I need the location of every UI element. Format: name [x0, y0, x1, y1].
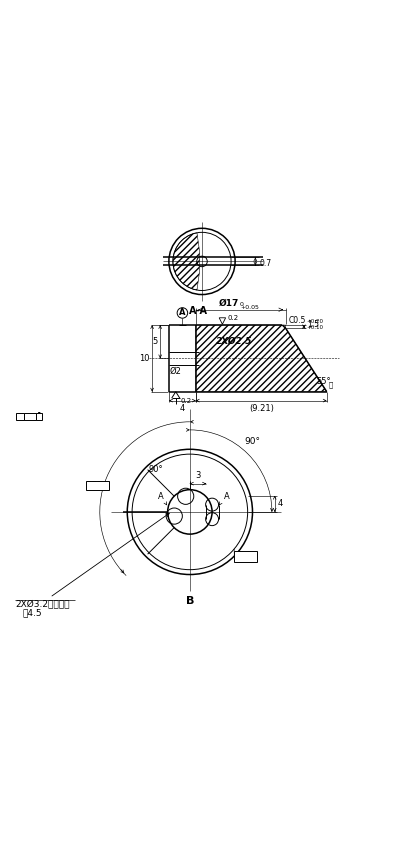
- Bar: [86, 481, 109, 491]
- Bar: [16, 413, 24, 420]
- Text: B: B: [186, 596, 194, 605]
- Text: 90°: 90°: [148, 465, 163, 474]
- Text: A: A: [179, 308, 186, 317]
- Text: C0.5: C0.5: [289, 316, 306, 325]
- Text: 10: 10: [139, 354, 149, 363]
- Text: +0.10: +0.10: [307, 325, 324, 330]
- Polygon shape: [196, 325, 327, 392]
- Bar: [234, 551, 257, 562]
- Text: A-A: A-A: [188, 306, 208, 316]
- Bar: [24, 413, 36, 420]
- Text: 4: 4: [278, 499, 283, 509]
- Text: Ø17: Ø17: [218, 299, 239, 307]
- Text: 2XØ3.2定位销孔: 2XØ3.2定位销孔: [15, 600, 70, 609]
- Text: A: A: [224, 492, 230, 501]
- Text: 深4.5: 深4.5: [23, 609, 42, 617]
- Text: 0.2: 0.2: [181, 398, 192, 404]
- Text: +0.05: +0.05: [240, 305, 259, 310]
- Text: (9.21): (9.21): [249, 404, 274, 413]
- Text: 0.7: 0.7: [259, 259, 271, 268]
- Text: 0.2: 0.2: [227, 315, 238, 321]
- Text: Ø11: Ø11: [236, 552, 255, 561]
- Text: 锻: 锻: [329, 381, 333, 388]
- Text: Ø2: Ø2: [170, 367, 182, 376]
- Bar: [36, 413, 42, 420]
- Text: //: //: [17, 412, 23, 421]
- Text: 1.5: 1.5: [307, 320, 319, 329]
- Polygon shape: [173, 232, 200, 290]
- Text: A: A: [158, 492, 164, 501]
- Text: +0.20: +0.20: [307, 319, 324, 324]
- Text: 4: 4: [180, 404, 185, 413]
- Text: 90°: 90°: [244, 437, 261, 445]
- Text: 2XØ2.5: 2XØ2.5: [216, 337, 252, 346]
- Text: 0.01: 0.01: [22, 413, 38, 419]
- Text: 0: 0: [240, 301, 244, 306]
- Text: 55°: 55°: [317, 377, 331, 386]
- Text: A: A: [36, 412, 42, 421]
- Text: 3: 3: [195, 472, 201, 481]
- Text: 135°: 135°: [86, 481, 108, 490]
- Text: 5: 5: [153, 337, 158, 346]
